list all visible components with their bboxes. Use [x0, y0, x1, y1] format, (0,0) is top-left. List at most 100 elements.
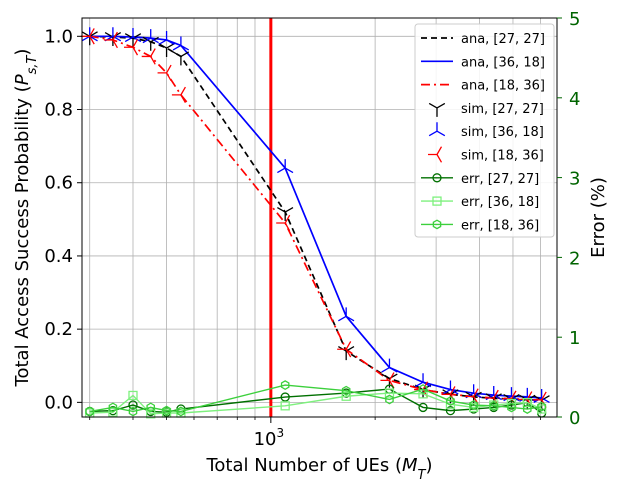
data-point [162, 405, 171, 416]
data-point [338, 307, 355, 322]
data-point [103, 31, 118, 49]
data-point [158, 30, 175, 46]
legend-entry: ana, [27, 27] [421, 32, 545, 47]
data-point [142, 29, 159, 44]
data-point [341, 385, 351, 396]
legend-label: sim, [36, 18] [461, 125, 544, 140]
series-line [89, 35, 542, 399]
y-axis-title-left: Total Access Success Probability (Ps,T) [12, 49, 40, 388]
legend: ana, [27, 27] ana, [36, 18] ana, [18, 36] s… [414, 23, 555, 238]
series-line [89, 35, 542, 401]
series-ana-1 [89, 35, 542, 399]
data-point [176, 406, 186, 417]
data-point [81, 27, 98, 42]
y-tick-label-right: 0 [569, 408, 580, 429]
y-tick-label-left: 1.0 [44, 26, 73, 47]
series-sim-5 [80, 28, 547, 408]
series-err-8 [85, 380, 546, 417]
y-tick-label-right: 3 [569, 169, 580, 190]
data-point [385, 394, 394, 405]
data-point [85, 406, 94, 417]
series-ana-2 [89, 35, 542, 401]
data-point [141, 48, 156, 65]
data-point [414, 373, 432, 388]
data-point [277, 159, 294, 174]
legend-label: sim, [27, 27] [461, 102, 544, 117]
x-tick-label: 103 [254, 426, 285, 450]
data-point [446, 396, 455, 406]
data-point [172, 51, 190, 66]
data-point [428, 146, 443, 163]
data-point [280, 380, 290, 391]
plot-frame [81, 17, 558, 418]
data-point [81, 31, 98, 46]
data-point [442, 380, 459, 395]
data-point [428, 102, 446, 117]
legend-entry: err, [18, 36] [421, 218, 539, 233]
legend-entry: sim, [18, 36] [428, 146, 544, 164]
data-point [128, 390, 138, 401]
data-point [523, 404, 532, 414]
data-point [432, 219, 442, 230]
data-point [142, 36, 159, 51]
legend-entry: sim, [27, 27] [428, 102, 544, 117]
series-line [89, 384, 542, 413]
y-tick-label-right: 5 [569, 9, 580, 30]
data-point [341, 391, 351, 401]
data-point [445, 399, 456, 409]
legend-entry: err, [36, 18] [421, 195, 539, 210]
data-point [108, 402, 118, 413]
y-tick-label-right: 2 [569, 248, 580, 269]
legend-box [414, 23, 555, 238]
y-axis-title-right: Error (%) [588, 177, 609, 258]
data-point [280, 392, 290, 402]
data-point [418, 389, 428, 399]
data-point [277, 206, 294, 222]
legend-label: err, [36, 18] [461, 195, 539, 210]
y-tick-label-right: 1 [569, 328, 580, 349]
y-tick-label-left: 0.4 [44, 246, 73, 267]
data-point [146, 402, 156, 413]
data-point [108, 407, 118, 417]
legend-label: ana, [27, 27] [461, 32, 545, 47]
data-point [146, 409, 156, 419]
legend-entry: sim, [36, 18] [428, 122, 544, 140]
legend-label: ana, [18, 36] [461, 79, 545, 94]
x-axis-title: Total Number of UEs (MT) [205, 455, 432, 483]
data-point [418, 402, 428, 413]
legend-entry: ana, [18, 36] [421, 79, 545, 94]
data-point [276, 214, 291, 232]
data-point [432, 173, 442, 183]
y-tick-label-left: 0.8 [44, 100, 73, 121]
data-point [128, 400, 138, 410]
data-point [104, 31, 122, 47]
data-point [537, 401, 546, 412]
legend-entry: err, [27, 27] [421, 172, 539, 187]
series-sim-4 [81, 27, 550, 404]
data-point [418, 384, 428, 395]
data-point [157, 64, 172, 82]
y-tick-label-left: 0.2 [44, 319, 73, 340]
data-point [381, 358, 398, 373]
y-tick-label-left: 0.6 [44, 173, 73, 194]
data-point [489, 400, 499, 411]
data-point [469, 400, 478, 410]
data-point [445, 405, 456, 416]
data-point [123, 39, 139, 56]
legend-label: ana, [36, 18] [461, 55, 545, 70]
data-point [428, 122, 446, 137]
legend-label: err, [18, 36] [461, 218, 539, 233]
y-tick-label-right: 4 [569, 89, 580, 110]
data-point [432, 196, 442, 206]
data-point [128, 406, 138, 417]
data-point [522, 397, 532, 408]
legend-label: sim, [18, 36] [461, 149, 544, 164]
y-tick-label-left: 0.0 [44, 392, 73, 413]
data-point [337, 341, 352, 358]
data-point [171, 86, 186, 104]
series-layer [80, 27, 550, 419]
data-point [172, 36, 190, 51]
legend-entry: ana, [36, 18] [421, 55, 545, 70]
data-point [280, 401, 290, 411]
